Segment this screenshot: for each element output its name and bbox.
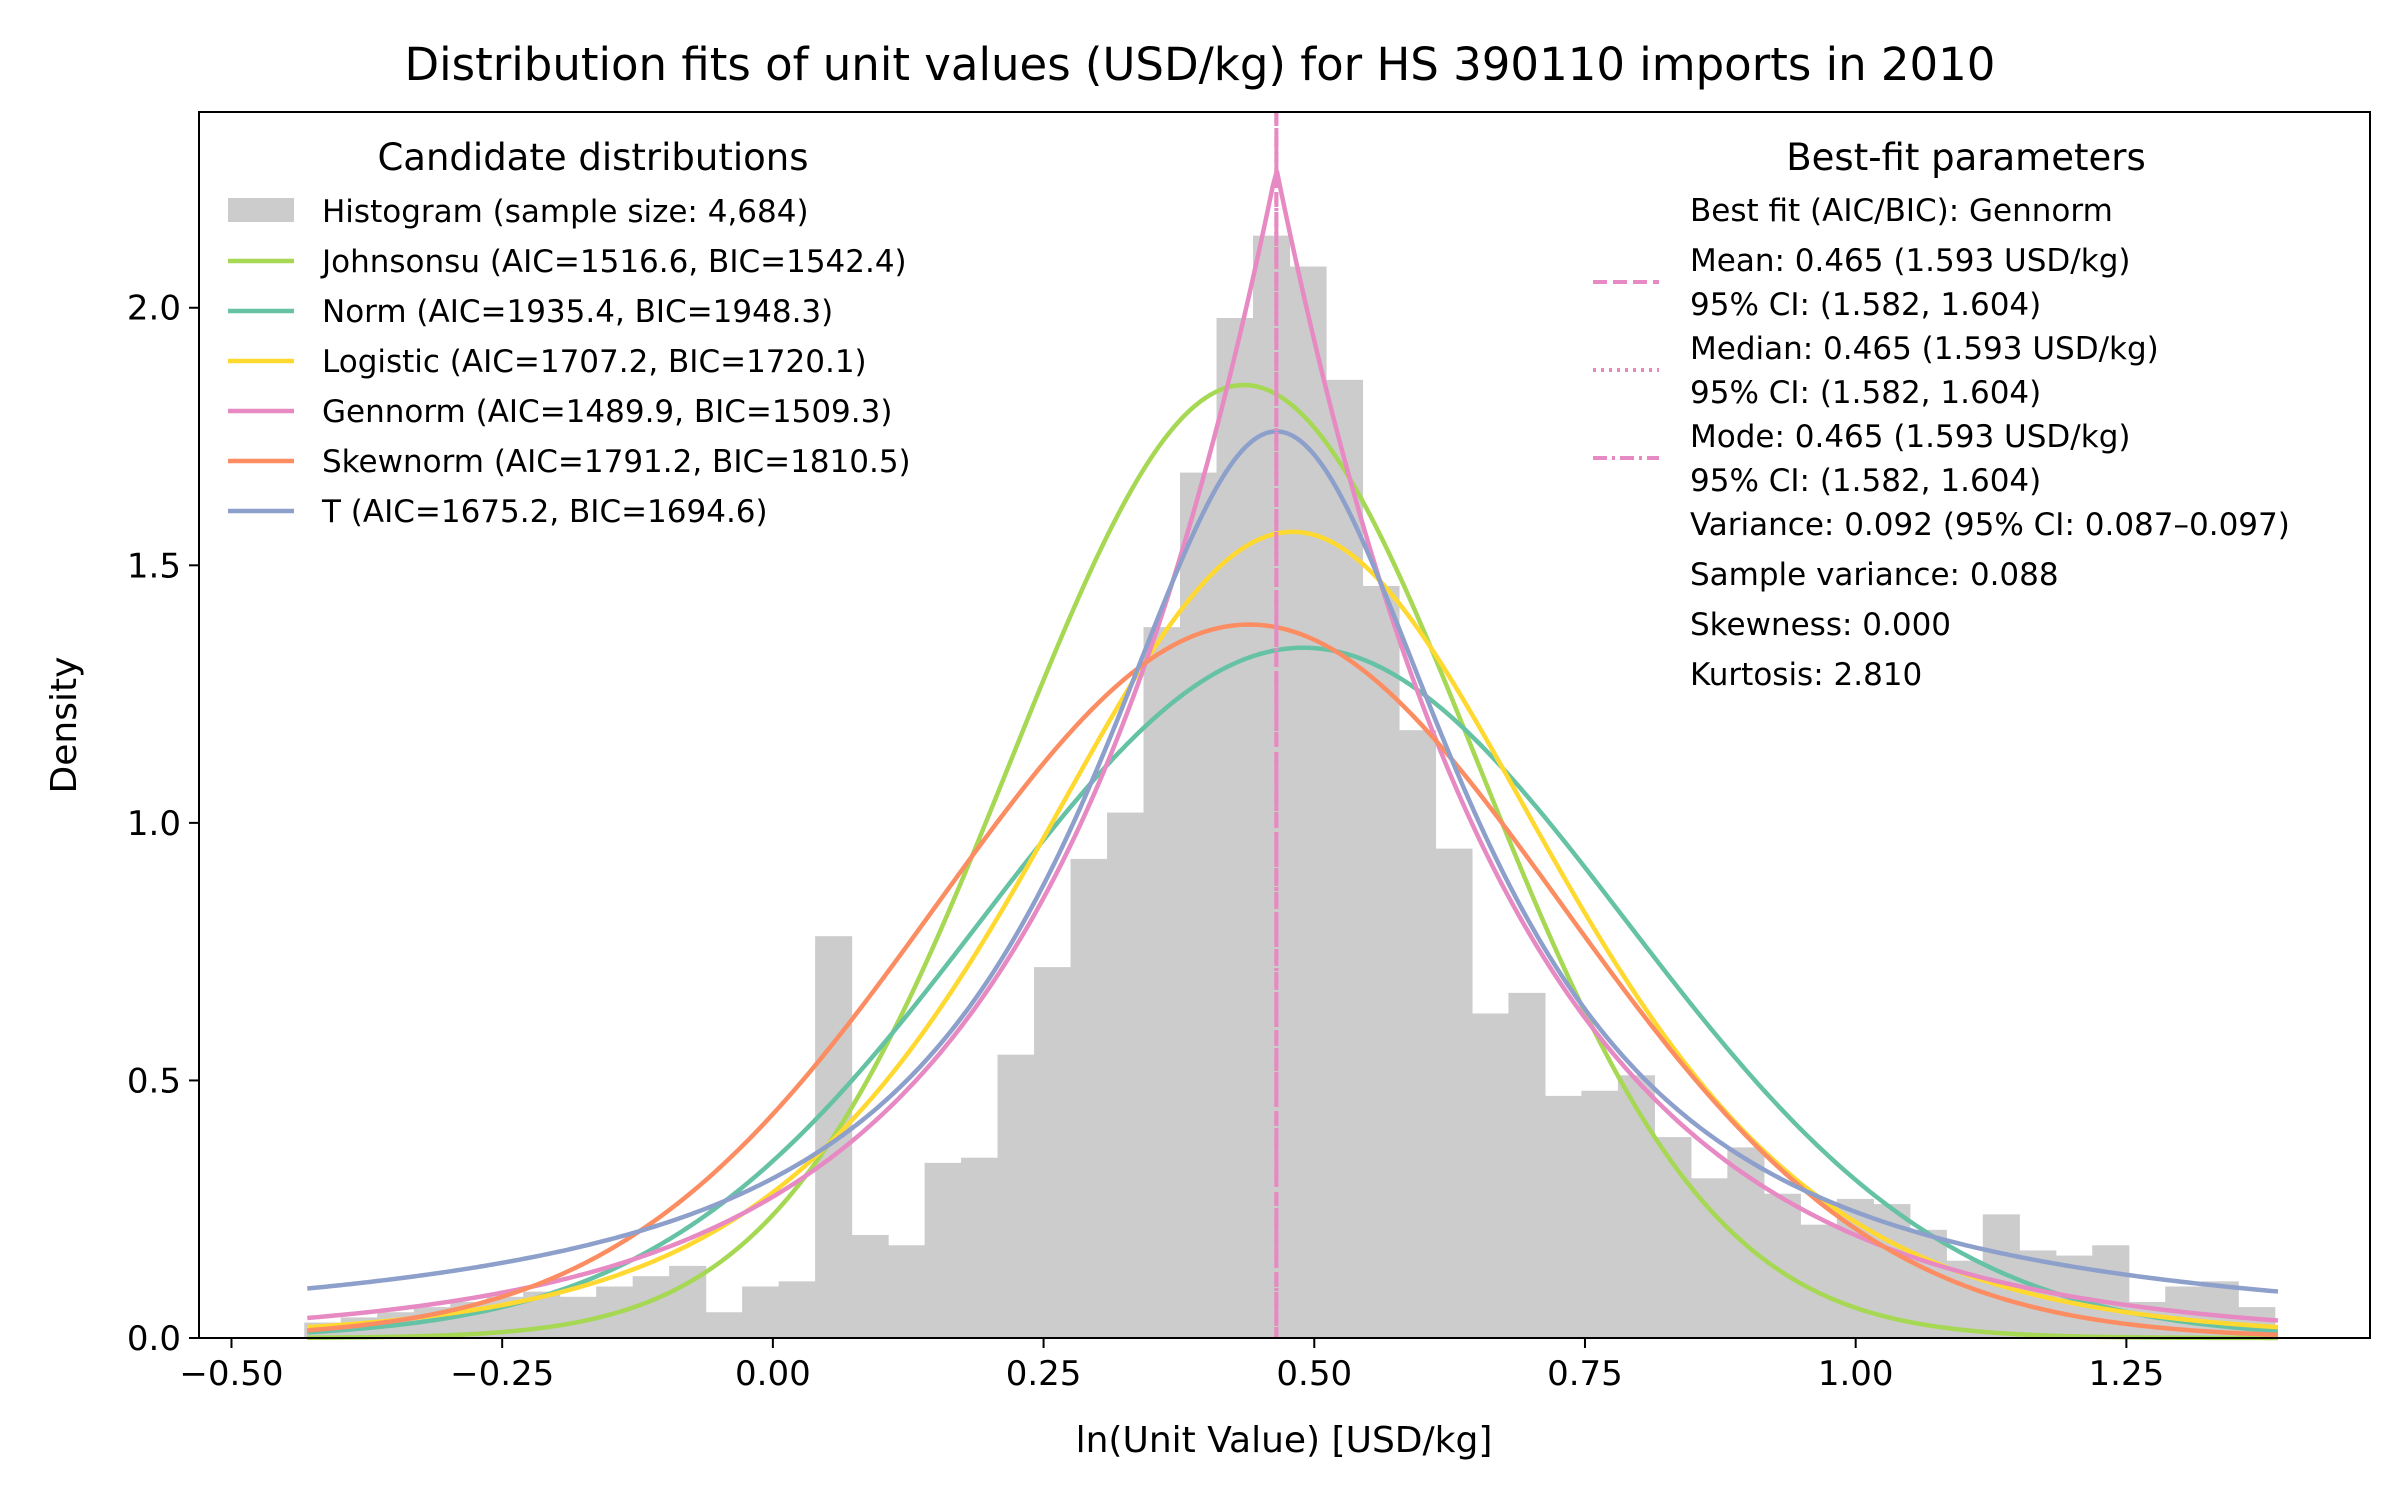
legend-label: Logistic (AIC=1707.2, BIC=1720.1) <box>322 344 867 380</box>
histogram-bar <box>1143 627 1181 1338</box>
fit-curve <box>307 170 2279 1323</box>
fit-curves <box>307 170 2279 1341</box>
legend-param-text: Best fit (AIC/BIC): Gennorm <box>1690 193 2113 229</box>
y-tick-label: 2.0 <box>127 289 181 329</box>
x-tick-label: 1.25 <box>2089 1354 2165 1394</box>
legend-param-text: Skewness: 0.000 <box>1690 607 1951 643</box>
histogram-bar <box>1180 472 1218 1339</box>
histogram-bar <box>1800 1224 1838 1338</box>
y-tick-label: 1.5 <box>127 546 181 586</box>
histogram-bar <box>1690 1178 1728 1338</box>
y-tick-label: 0.0 <box>127 1319 181 1359</box>
histogram-bar <box>1471 1013 1510 1338</box>
histogram-bar <box>1617 1075 1655 1338</box>
histogram-bar <box>705 1312 743 1338</box>
histogram-bar <box>1289 266 1327 1338</box>
legend-param-text: 95% CI: (1.582, 1.604) <box>1690 463 2041 499</box>
histogram-bar <box>1034 967 1072 1338</box>
histogram-bar <box>961 1157 999 1338</box>
legend-param-text: 95% CI: (1.582, 1.604) <box>1690 287 2041 323</box>
legend-param-text: Sample variance: 0.088 <box>1690 557 2059 593</box>
histogram-bar <box>851 1234 889 1338</box>
x-tick-label: 0.75 <box>1547 1354 1623 1394</box>
legend-label: Norm (AIC=1935.4, BIC=1948.3) <box>322 294 833 330</box>
x-tick-label: 0.00 <box>735 1354 811 1394</box>
histogram-bar <box>1508 992 1546 1338</box>
legend-label: T (AIC=1675.2, BIC=1694.6) <box>321 494 768 530</box>
plot-area <box>304 112 2279 1341</box>
histogram-bar <box>742 1286 780 1338</box>
histogram-bar <box>1252 235 1291 1338</box>
legend-candidates: Candidate distributions Histogram (sampl… <box>228 136 911 530</box>
legend-param-text: Mean: 0.465 (1.593 USD/kg) <box>1690 243 2130 279</box>
legend-label-histogram: Histogram (sample size: 4,684) <box>322 194 809 230</box>
legend-param-text: 95% CI: (1.582, 1.604) <box>1690 375 2041 411</box>
x-tick-label: −0.50 <box>179 1354 283 1394</box>
y-tick-label: 1.0 <box>127 804 181 844</box>
histogram-bar <box>997 1054 1035 1338</box>
legend-param-text: Kurtosis: 2.810 <box>1690 657 1922 693</box>
fit-curve <box>307 429 2279 1294</box>
legend-label: Gennorm (AIC=1489.9, BIC=1509.3) <box>322 394 892 430</box>
histogram-bar <box>924 1162 962 1338</box>
legend-param-text: Mode: 0.465 (1.593 USD/kg) <box>1690 419 2130 455</box>
legend-label: Skewnorm (AIC=1791.2, BIC=1810.5) <box>322 444 911 480</box>
y-axis-label: Density <box>44 657 85 794</box>
histogram-bar <box>888 1245 926 1338</box>
legend-label: Johnsonsu (AIC=1516.6, BIC=1542.4) <box>320 244 907 280</box>
y-axis: 0.0 0.5 1.0 1.5 2.0 <box>127 289 199 1359</box>
x-axis: −0.50 −0.25 0.00 0.25 0.50 0.75 1.00 1.25 <box>179 1338 2164 1394</box>
legend-param-text: Median: 0.465 (1.593 USD/kg) <box>1690 331 2159 367</box>
histogram-bar <box>1909 1229 1947 1338</box>
histogram-bar <box>1435 848 1473 1338</box>
chart-title: Distribution fits of unit values (USD/kg… <box>405 38 1996 91</box>
legend-swatch-histogram <box>228 198 294 222</box>
histogram-bar <box>1216 318 1254 1338</box>
y-tick-label: 0.5 <box>127 1061 181 1101</box>
histogram-bar <box>1362 585 1400 1338</box>
histogram-bar <box>1654 1137 1692 1338</box>
x-tick-label: 0.25 <box>1006 1354 1082 1394</box>
legend-params-title: Best-fit parameters <box>1786 136 2145 179</box>
histogram-bar <box>1544 1095 1582 1338</box>
axes-frame <box>198 111 2371 1339</box>
x-tick-label: 1.00 <box>1818 1354 1894 1394</box>
histogram-bar <box>1581 1090 1619 1338</box>
fit-curve <box>307 382 2278 1341</box>
x-tick-label: 0.50 <box>1276 1354 1352 1394</box>
histogram-bar <box>1398 730 1437 1338</box>
legend-best-fit-parameters: Best-fit parameters Best fit (AIC/BIC): … <box>1593 136 2290 693</box>
legend-candidates-title: Candidate distributions <box>377 136 808 179</box>
histogram-bar <box>1325 379 1364 1338</box>
x-tick-label: −0.25 <box>450 1354 554 1394</box>
legend-param-text: Variance: 0.092 (95% CI: 0.087–0.097) <box>1690 507 2290 543</box>
histogram <box>304 235 2276 1339</box>
histogram-bar <box>1107 812 1145 1338</box>
histogram-bar <box>1070 858 1108 1338</box>
histogram-bar <box>778 1281 816 1338</box>
x-axis-label: ln(Unit Value) [USD/kg] <box>1076 1420 1493 1461</box>
